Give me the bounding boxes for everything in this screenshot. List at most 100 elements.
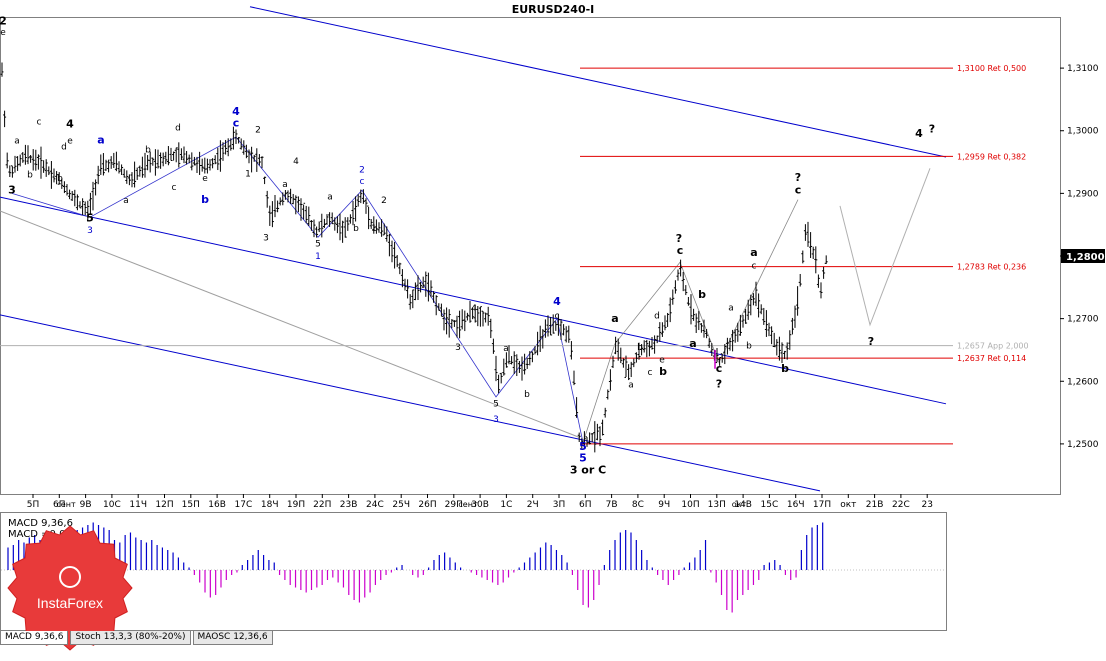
price-bar xyxy=(231,126,235,150)
y-tick-label: 1,2600 xyxy=(1067,377,1099,387)
price-bar xyxy=(814,246,818,274)
price-bar xyxy=(120,164,124,175)
x-tick-label: 26П xyxy=(418,500,436,510)
price-bar xyxy=(78,201,82,209)
wave-label: d xyxy=(175,124,181,134)
price-bar xyxy=(208,159,212,171)
x-tick-label: 11Ч xyxy=(129,500,147,510)
wave-label: 3 xyxy=(263,233,269,243)
wave-label: a xyxy=(123,196,129,206)
wave-label: b xyxy=(659,365,667,378)
price-bar xyxy=(338,213,342,241)
wave-label: e xyxy=(67,136,73,146)
x-tick-label: 18Ч xyxy=(261,500,279,510)
price-bar xyxy=(270,201,274,228)
price-bar xyxy=(549,317,553,336)
price-bar xyxy=(351,200,355,226)
y-tick-label: 1,2700 xyxy=(1067,315,1099,325)
price-bar xyxy=(242,140,246,155)
price-bar xyxy=(182,146,186,164)
x-tick-label: 14В xyxy=(734,500,752,510)
y-tick-label: 1,3100 xyxy=(1067,64,1099,74)
price-bar xyxy=(770,326,774,345)
price-bar xyxy=(632,358,636,368)
x-tick-month: окт xyxy=(732,500,747,509)
wave-label: a xyxy=(327,193,333,203)
price-bar xyxy=(159,152,163,169)
price-bar xyxy=(536,331,540,356)
wave-label: b xyxy=(781,362,789,375)
wave-label: d xyxy=(61,143,67,153)
price-bar xyxy=(200,158,204,172)
price-bar xyxy=(81,198,85,216)
price-bar xyxy=(668,297,672,323)
price-bar xyxy=(302,202,306,220)
price-bar xyxy=(468,300,472,323)
x-tick-label: 6П xyxy=(53,500,66,510)
wave-connector-recent xyxy=(582,199,799,443)
price-bar xyxy=(187,154,191,164)
price-bar xyxy=(166,146,170,166)
price-bar xyxy=(400,269,404,288)
price-bar xyxy=(489,318,493,339)
price-bar xyxy=(252,154,256,162)
price-bar xyxy=(744,308,748,324)
wave-label: b xyxy=(746,342,752,352)
price-bar xyxy=(523,353,527,375)
tab-macd[interactable]: MACD 9,36,6 xyxy=(0,631,69,645)
macd-plot-frame xyxy=(0,512,947,631)
price-bar xyxy=(733,329,737,343)
price-bar xyxy=(757,293,761,318)
x-tick-label: 21В xyxy=(866,500,884,510)
x-tick-label: 9В xyxy=(80,500,92,510)
price-bar xyxy=(707,338,711,348)
x-tick-month: сент xyxy=(458,500,478,509)
price-bar xyxy=(0,62,4,77)
price-bar xyxy=(52,168,56,183)
y-tick-label: 1,2900 xyxy=(1067,189,1099,199)
wave-label: b xyxy=(637,343,643,353)
price-bar xyxy=(497,374,501,394)
price-bar xyxy=(283,190,287,200)
price-bar xyxy=(681,271,685,292)
price-bar xyxy=(439,303,443,317)
price-bar xyxy=(380,219,384,237)
wave-label: ? xyxy=(929,123,935,136)
tab-stoch[interactable]: Stoch 13,3,3 (80%-20%) xyxy=(70,631,191,645)
price-bar xyxy=(525,357,529,369)
price-bar xyxy=(29,155,33,163)
price-bar xyxy=(520,356,524,381)
price-bar xyxy=(26,145,30,165)
tab-maosc[interactable]: MAOSC 12,36,6 xyxy=(192,631,273,645)
x-tick-label: 16В xyxy=(208,500,226,510)
price-bar xyxy=(42,160,46,173)
price-bar xyxy=(434,295,438,316)
wave-label: 5 xyxy=(86,212,94,225)
price-bar xyxy=(736,322,740,342)
wave-label: a xyxy=(689,337,696,350)
price-bar xyxy=(348,214,352,224)
price-bar xyxy=(307,206,311,226)
price-bar xyxy=(445,307,449,335)
price-bar xyxy=(395,255,399,268)
price-bar xyxy=(478,306,482,327)
wave-label: e xyxy=(202,174,208,184)
price-bar xyxy=(179,148,183,161)
price-bar xyxy=(692,308,696,321)
price-bar xyxy=(429,280,433,298)
price-bar xyxy=(556,314,560,336)
price-bar xyxy=(603,407,607,418)
price-bar xyxy=(406,279,410,299)
wave-label: a xyxy=(611,312,618,325)
price-bar xyxy=(767,322,771,337)
wave-label: a xyxy=(282,180,288,190)
price-bar xyxy=(666,312,670,327)
price-bar xyxy=(273,195,277,218)
wave-label: 4 xyxy=(293,157,299,167)
price-bar xyxy=(710,343,714,356)
price-bar xyxy=(94,179,98,196)
price-bar xyxy=(502,358,506,376)
price-bar xyxy=(16,156,20,171)
price-bar xyxy=(330,212,334,225)
price-bar xyxy=(156,149,160,169)
